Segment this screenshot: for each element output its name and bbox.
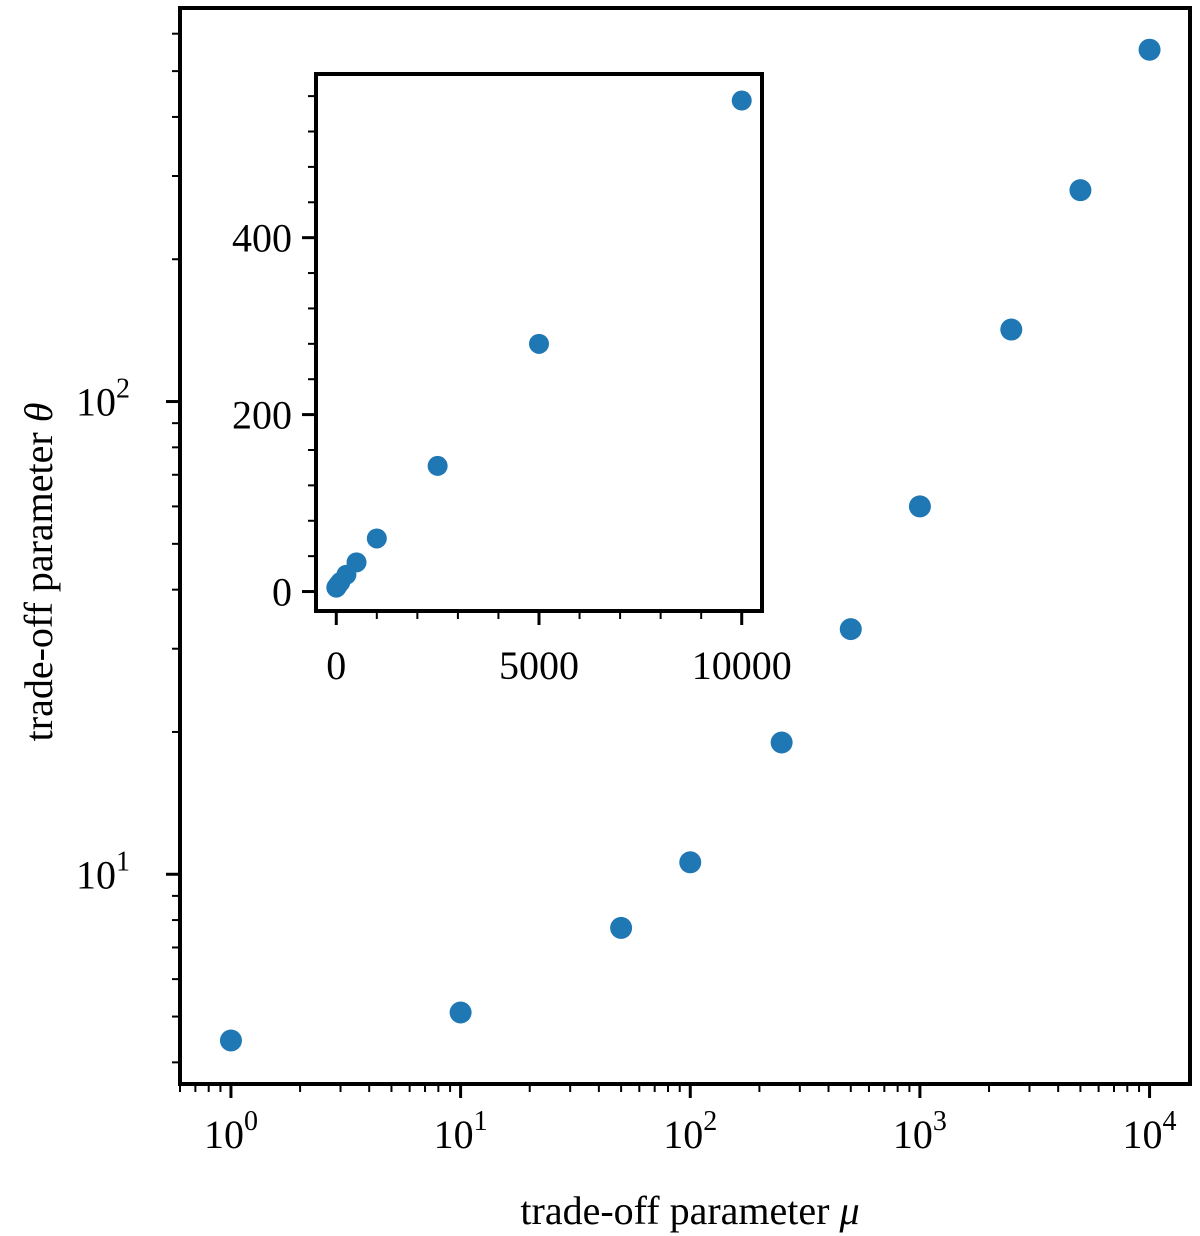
inset-data-point xyxy=(346,552,367,573)
inset-y-tick-label: 0 xyxy=(272,570,292,615)
y-axis-label: trade-off parameter θ xyxy=(16,403,61,742)
data-point xyxy=(679,851,702,874)
x-axis-label: trade-off parameter μ xyxy=(520,1188,859,1233)
main-plot: 100 101 102 103 104 101 102 xyxy=(76,6,1192,1157)
y-tick-label: 101 xyxy=(76,846,130,897)
y-axis-label-symbol: θ xyxy=(16,403,61,423)
inset-x-tick-label: 0 xyxy=(326,643,346,688)
y-axis-label-text: trade-off parameter xyxy=(16,432,61,741)
main-plot-frame xyxy=(178,6,1192,1086)
inset-data-point xyxy=(427,455,448,476)
data-point xyxy=(1000,318,1023,341)
data-point xyxy=(770,731,793,754)
data-point xyxy=(1138,38,1161,61)
data-point xyxy=(839,618,862,641)
x-axis-label-symbol: μ xyxy=(838,1188,859,1233)
inset-data-point xyxy=(731,90,752,111)
inset-data-point xyxy=(529,333,549,354)
x-tick-label: 104 xyxy=(1123,1106,1177,1157)
svg-text:trade-off parameter μ: trade-off parameter μ xyxy=(520,1188,859,1233)
data-point xyxy=(908,495,931,518)
inset-y-tick-label: 400 xyxy=(232,216,292,261)
y-tick-label: 102 xyxy=(76,374,130,425)
inset-x-tick-label: 10000 xyxy=(692,643,792,688)
data-point xyxy=(610,916,633,939)
inset-x-tick-label: 5000 xyxy=(499,643,579,688)
inset-y-tick-label: 200 xyxy=(232,393,292,438)
x-tick-label: 102 xyxy=(663,1106,717,1157)
inset-data-point xyxy=(366,528,387,549)
x-tick-label: 101 xyxy=(434,1106,488,1157)
inset-plot: 0 5000 10000 0 200 400 xyxy=(232,72,792,688)
data-point xyxy=(219,1029,242,1052)
svg-text:trade-off parameter θ: trade-off parameter θ xyxy=(16,403,61,742)
x-axis-label-text: trade-off parameter xyxy=(520,1188,829,1233)
x-tick-label: 103 xyxy=(893,1106,947,1157)
data-point xyxy=(449,1001,472,1024)
x-tick-label: 100 xyxy=(204,1106,258,1157)
data-point xyxy=(1069,179,1092,202)
